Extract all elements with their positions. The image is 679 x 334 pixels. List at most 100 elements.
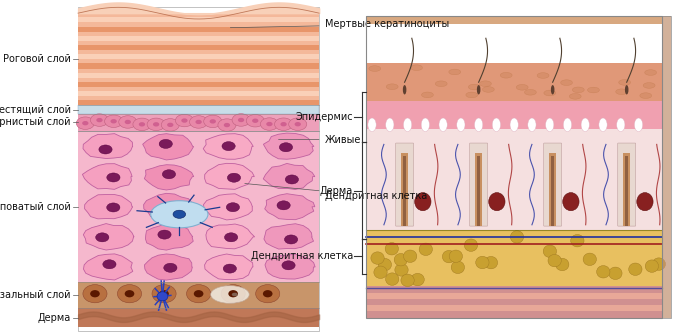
Text: Эпидермис: Эпидермис xyxy=(295,112,353,122)
Ellipse shape xyxy=(157,292,168,301)
Ellipse shape xyxy=(368,118,376,132)
Bar xyxy=(78,131,319,282)
Ellipse shape xyxy=(90,114,109,126)
Ellipse shape xyxy=(371,252,384,264)
Ellipse shape xyxy=(476,256,489,269)
Bar xyxy=(78,26,319,32)
Ellipse shape xyxy=(469,84,480,90)
Polygon shape xyxy=(143,134,194,160)
Ellipse shape xyxy=(563,193,579,211)
Bar xyxy=(625,156,628,226)
Ellipse shape xyxy=(516,85,528,90)
Ellipse shape xyxy=(442,250,456,263)
FancyBboxPatch shape xyxy=(618,143,636,226)
Ellipse shape xyxy=(147,118,165,131)
Bar xyxy=(78,73,319,78)
Ellipse shape xyxy=(511,231,524,243)
Polygon shape xyxy=(204,194,253,220)
Bar xyxy=(662,16,671,318)
Ellipse shape xyxy=(210,286,249,303)
Ellipse shape xyxy=(289,118,307,131)
Ellipse shape xyxy=(232,293,238,296)
Ellipse shape xyxy=(221,285,245,303)
Polygon shape xyxy=(264,224,314,249)
Ellipse shape xyxy=(543,245,557,258)
Ellipse shape xyxy=(285,235,297,244)
Bar xyxy=(78,308,319,327)
Ellipse shape xyxy=(96,233,109,242)
Bar xyxy=(549,153,556,226)
Bar xyxy=(662,16,671,318)
Text: Роговой слой: Роговой слой xyxy=(3,53,71,63)
Bar xyxy=(366,129,662,230)
Ellipse shape xyxy=(90,290,100,297)
Ellipse shape xyxy=(194,290,204,297)
Ellipse shape xyxy=(572,87,584,93)
Bar xyxy=(475,153,482,226)
Ellipse shape xyxy=(263,290,272,297)
Ellipse shape xyxy=(374,266,387,279)
Text: Шиповатый слой: Шиповатый слой xyxy=(0,202,71,211)
Ellipse shape xyxy=(386,84,398,90)
Ellipse shape xyxy=(625,85,629,95)
Ellipse shape xyxy=(105,115,123,128)
Ellipse shape xyxy=(125,120,131,124)
Ellipse shape xyxy=(266,122,272,126)
Ellipse shape xyxy=(227,173,240,182)
Ellipse shape xyxy=(477,85,481,95)
Ellipse shape xyxy=(280,122,287,126)
Ellipse shape xyxy=(395,264,408,276)
Ellipse shape xyxy=(587,87,600,93)
Bar xyxy=(78,63,319,68)
Ellipse shape xyxy=(415,193,431,211)
Text: Дендритная клетка: Дендритная клетка xyxy=(251,252,353,262)
Ellipse shape xyxy=(643,82,655,88)
Ellipse shape xyxy=(222,142,235,151)
Polygon shape xyxy=(84,223,134,250)
Ellipse shape xyxy=(634,118,643,132)
Bar xyxy=(78,101,319,106)
Ellipse shape xyxy=(653,258,665,270)
Text: Мертвые кератиноциты: Мертвые кератиноциты xyxy=(230,19,449,29)
Bar xyxy=(78,7,319,331)
Bar xyxy=(401,153,408,226)
Ellipse shape xyxy=(295,122,301,126)
Ellipse shape xyxy=(378,259,392,271)
Ellipse shape xyxy=(551,85,555,95)
Polygon shape xyxy=(204,254,253,280)
Polygon shape xyxy=(144,193,194,219)
Bar xyxy=(366,230,662,286)
Ellipse shape xyxy=(569,94,581,99)
Ellipse shape xyxy=(218,119,236,131)
Ellipse shape xyxy=(385,242,399,255)
Ellipse shape xyxy=(160,290,169,297)
Bar xyxy=(366,305,662,311)
Ellipse shape xyxy=(103,260,116,269)
Ellipse shape xyxy=(537,73,549,78)
Ellipse shape xyxy=(225,233,238,242)
Ellipse shape xyxy=(238,118,244,122)
Bar xyxy=(366,299,662,305)
Ellipse shape xyxy=(475,118,483,132)
Polygon shape xyxy=(206,224,255,249)
Ellipse shape xyxy=(484,257,498,269)
Ellipse shape xyxy=(226,203,240,212)
Ellipse shape xyxy=(173,210,185,218)
Ellipse shape xyxy=(421,118,430,132)
Bar xyxy=(78,45,319,50)
Ellipse shape xyxy=(394,254,407,266)
Ellipse shape xyxy=(555,258,569,271)
Ellipse shape xyxy=(187,285,210,303)
Ellipse shape xyxy=(386,273,399,285)
Bar xyxy=(78,36,319,41)
Ellipse shape xyxy=(548,255,562,267)
Ellipse shape xyxy=(107,203,120,212)
Ellipse shape xyxy=(435,81,447,87)
Ellipse shape xyxy=(181,118,187,123)
Ellipse shape xyxy=(162,170,176,179)
Ellipse shape xyxy=(274,118,293,131)
Bar xyxy=(78,282,319,308)
Bar xyxy=(366,101,662,129)
Polygon shape xyxy=(82,164,132,189)
Bar xyxy=(78,106,319,114)
